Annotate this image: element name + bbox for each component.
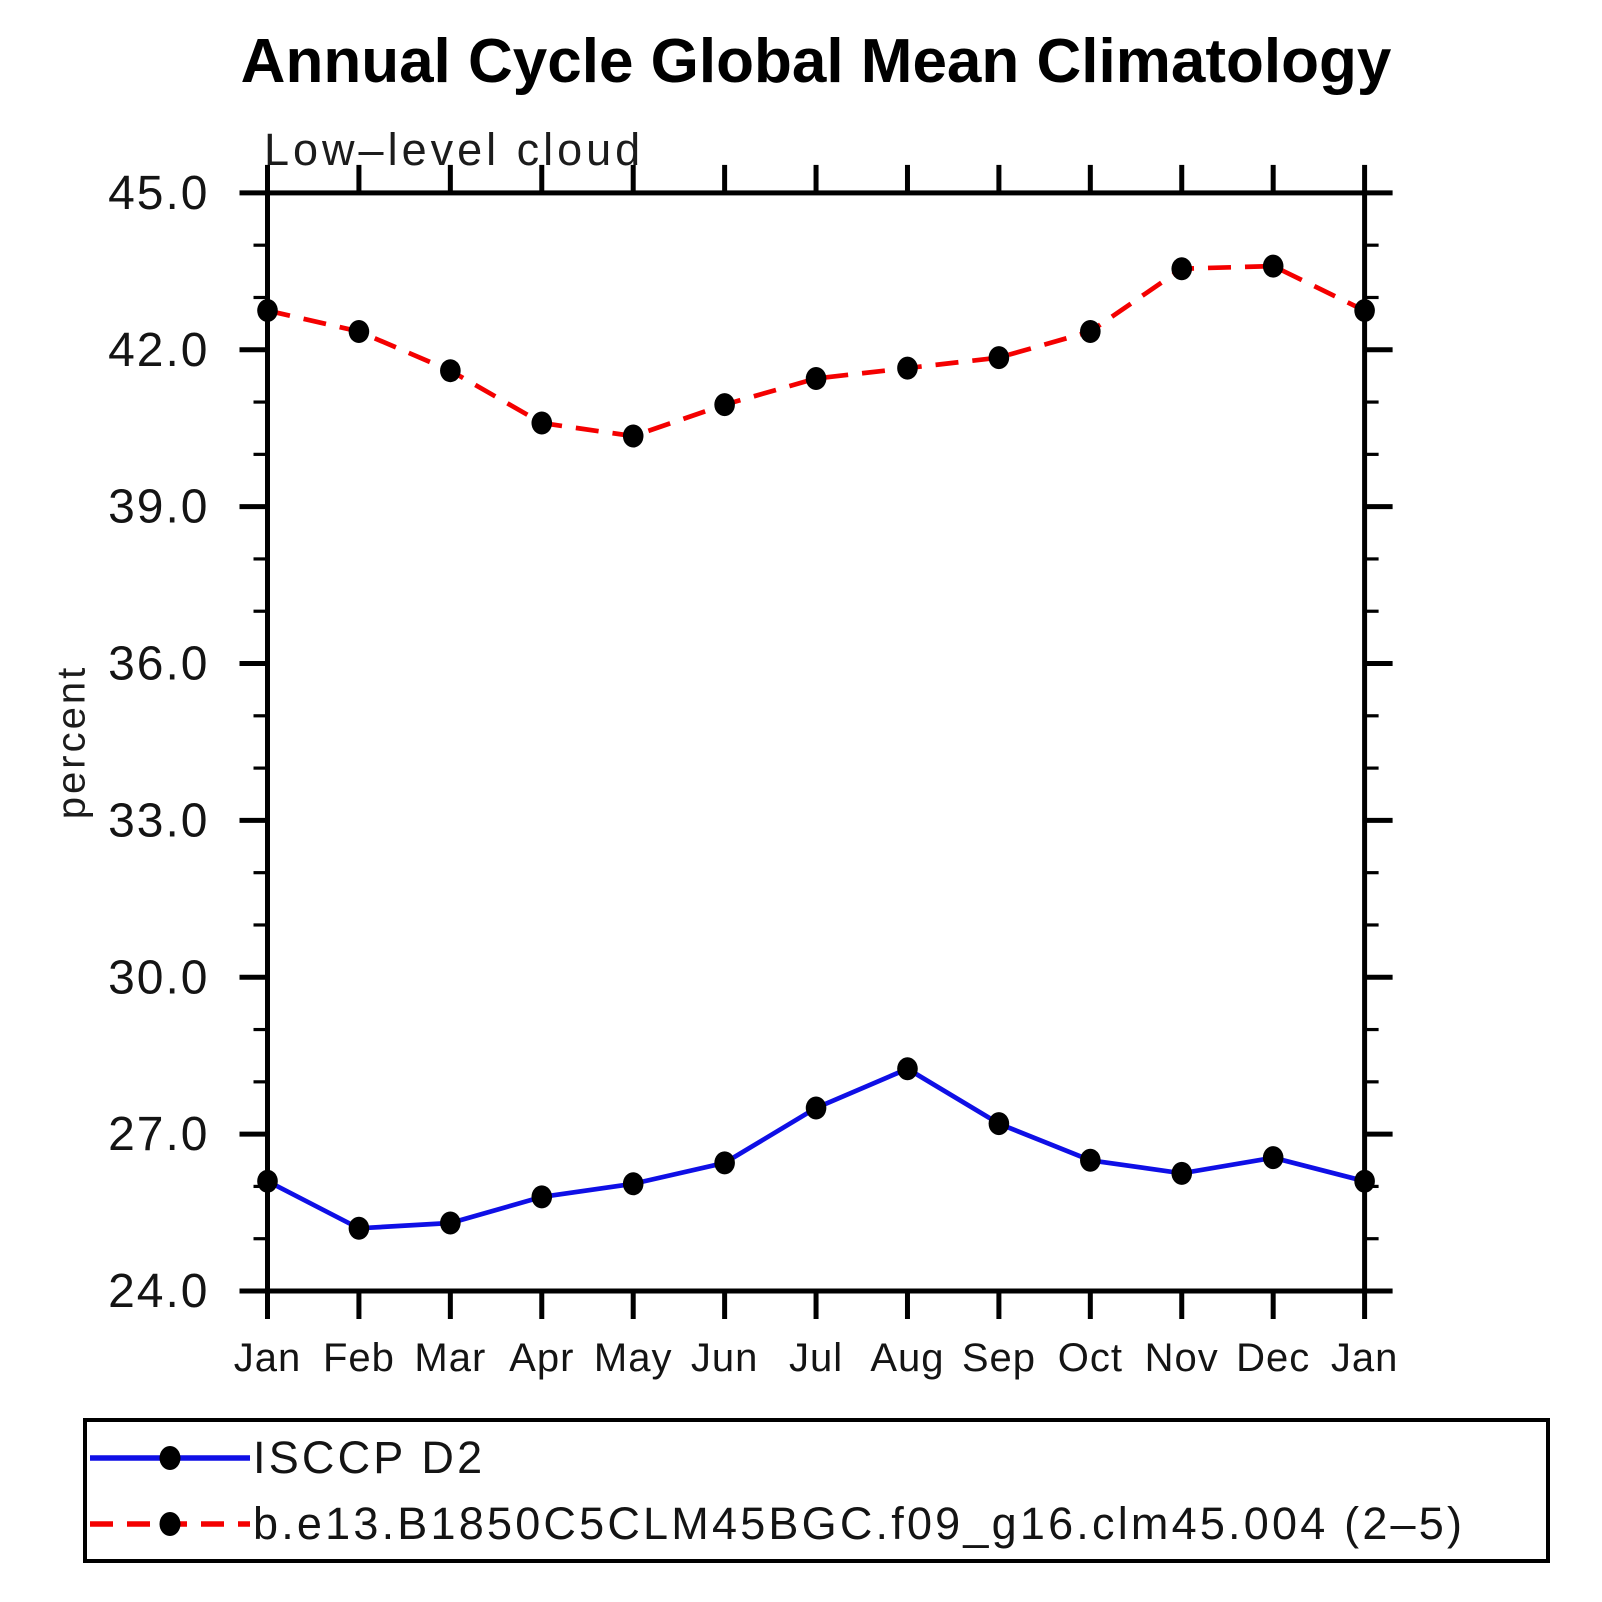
data-point-marker [622,1172,644,1196]
data-point-marker [1171,257,1193,281]
x-tick-label: Oct [1058,1336,1123,1380]
x-tick-label: Nov [1145,1336,1219,1380]
x-tick-label: Sep [962,1336,1036,1380]
data-point-marker [440,1211,461,1235]
chart-title: Annual Cycle Global Mean Climatology [240,27,1392,96]
legend-marker-dot [159,1446,181,1470]
legend-box: ISCCP D2 b.e13.B1850C5CLM45BGC.f09_g16.c… [83,1418,1550,1563]
data-point-marker [897,356,918,380]
data-point-marker [897,1057,918,1081]
data-point-marker [714,393,735,417]
data-point-marker [1080,1148,1101,1172]
data-point-marker [1171,1161,1193,1185]
x-tick-label: Dec [1236,1336,1310,1380]
legend-marker-dot [159,1512,181,1536]
x-tick-label: May [594,1336,673,1380]
legend-item-model-run: b.e13.B1850C5CLM45BGC.f09_g16.clm45.004 … [88,1498,1466,1549]
y-tick-label: 30.0 [108,951,209,1004]
x-tick-label: Feb [323,1336,395,1380]
x-tick-label: Jan [234,1336,302,1380]
x-tick-label: Jun [691,1336,759,1380]
data-point-marker [531,411,553,435]
legend-label-isccp-d2: ISCCP D2 [253,1432,486,1483]
data-point-marker [805,1096,827,1120]
data-point-marker [805,367,827,391]
data-point-marker [257,1169,278,1193]
y-tick-label: 36.0 [108,638,209,691]
data-point-marker [1262,254,1284,278]
y-tick-label: 42.0 [108,324,209,377]
data-point-marker [1080,319,1101,343]
data-point-marker [988,346,1010,370]
legend-item-isccp-d2: ISCCP D2 [88,1432,486,1483]
data-point-marker [714,1151,735,1175]
y-tick-label: 27.0 [108,1108,209,1161]
x-tick-label: Aug [870,1336,944,1380]
data-point-marker [622,424,644,448]
x-tick-label: Apr [509,1336,574,1380]
y-tick-label: 39.0 [108,481,209,534]
data-point-marker [348,319,370,343]
data-point-marker [440,359,461,383]
data-point-marker [257,299,278,323]
x-tick-label: Jul [789,1336,843,1380]
y-tick-label: 24.0 [108,1265,209,1318]
series-line-model-run [266,263,1366,439]
x-tick-label: Jan [1331,1336,1399,1380]
y-tick-label: 33.0 [108,794,209,847]
y-tick-label: 45.0 [108,167,209,220]
legend-label-model-run: b.e13.B1850C5CLM45BGC.f09_g16.clm45.004 … [253,1498,1466,1549]
data-point-marker [348,1216,370,1240]
x-tick-label: Mar [414,1336,486,1380]
data-point-marker [1262,1146,1284,1170]
plot-frame [265,190,1368,1294]
legend-line-sample-dashed [90,1512,250,1536]
data-point-marker [988,1112,1010,1136]
data-point-marker [531,1185,553,1209]
series-line-isccp-d2 [266,1066,1366,1231]
legend-line-sample-solid [90,1446,250,1470]
data-point-marker [1354,299,1375,323]
data-point-marker [1354,1169,1375,1193]
